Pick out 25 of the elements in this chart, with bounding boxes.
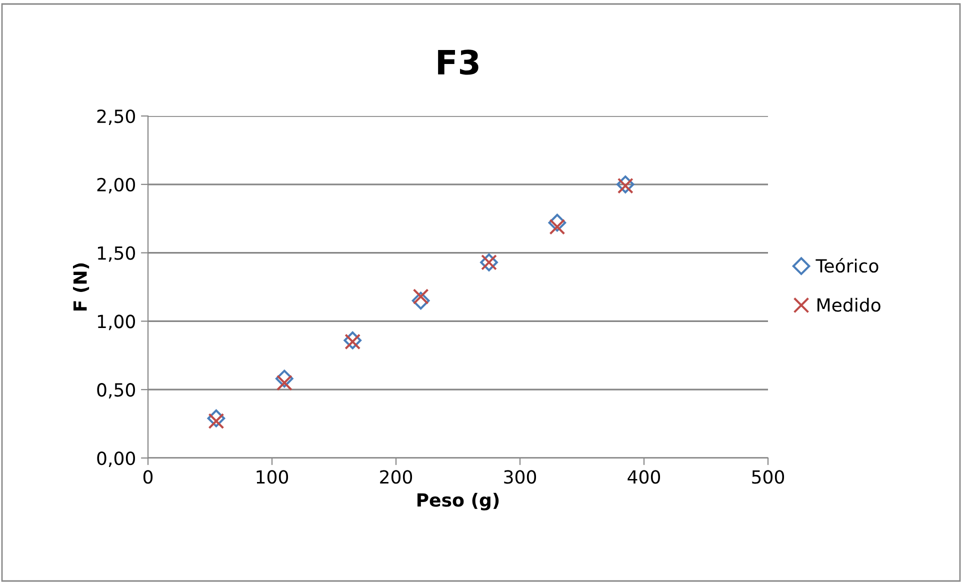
point — [276, 370, 294, 388]
point — [412, 288, 429, 305]
legend-label: Medido — [818, 298, 880, 312]
y-tick-label: 0,00 — [97, 451, 135, 467]
x-tick-label: 0 — [143, 470, 153, 484]
x-tick-label: 200 — [380, 470, 412, 484]
y-tick-label: 1,50 — [98, 246, 135, 262]
legend-label: Teórico — [816, 258, 878, 273]
x-tick-label: 500 — [752, 470, 784, 484]
y-tick-label: 1,00 — [98, 314, 135, 330]
point — [208, 413, 224, 430]
point — [549, 218, 566, 235]
point — [207, 409, 226, 428]
point — [548, 214, 566, 232]
y-tick-label: 2,50 — [97, 109, 135, 125]
y-tick-label: 0,50 — [97, 383, 135, 399]
x-tick-label: 100 — [256, 470, 288, 484]
x-tick-label: 400 — [628, 470, 660, 484]
chart-title: F3 — [438, 50, 478, 75]
x-axis-title: Peso (g) — [417, 492, 499, 510]
x-tick-label: 300 — [504, 470, 536, 484]
point — [276, 374, 292, 391]
y-axis-title: F (N) — [72, 263, 90, 310]
point — [412, 292, 430, 310]
y-tick-label: 2,00 — [97, 178, 135, 194]
